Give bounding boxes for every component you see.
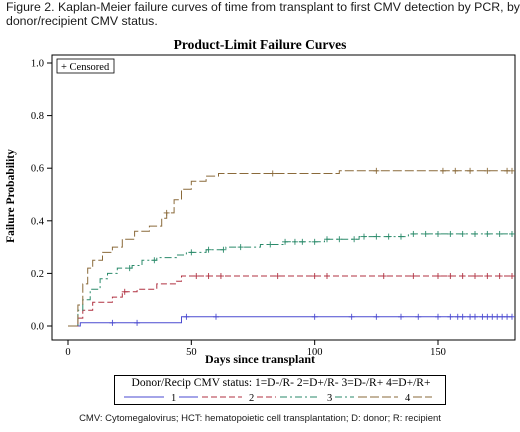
x-axis-label: Days since transplant bbox=[204, 352, 315, 366]
series-3-censor-mark bbox=[237, 244, 244, 251]
series-1-censor-mark bbox=[348, 313, 355, 320]
series-3-line bbox=[68, 233, 512, 327]
series-2-censor-mark bbox=[193, 273, 200, 280]
series-legend: Donor/Recip CMV status: 1=D-/R- 2=D+/R- … bbox=[114, 375, 446, 405]
series-1-censor-mark bbox=[134, 319, 141, 326]
legend-label-4: 4 bbox=[405, 393, 411, 404]
x-tick-label: 100 bbox=[307, 347, 323, 358]
series-1-censor-mark bbox=[373, 313, 380, 320]
series-3-censor-mark bbox=[484, 230, 491, 237]
series-2-censor-mark bbox=[410, 273, 417, 280]
series-2-censor-mark bbox=[459, 273, 466, 280]
series-3-censor-mark bbox=[291, 238, 298, 245]
series-4-censor-mark bbox=[373, 167, 380, 174]
series-3-censor-mark bbox=[373, 233, 380, 240]
legend-label-3: 3 bbox=[327, 393, 332, 404]
series-4-censor-mark bbox=[484, 167, 491, 174]
series-2-line bbox=[68, 275, 512, 327]
x-tick-label: 150 bbox=[430, 347, 446, 358]
series-3-censor-mark bbox=[385, 233, 392, 240]
figure-caption: Figure 2. Kaplan-Meier failure curves of… bbox=[6, 0, 520, 28]
series-3-censor-mark bbox=[361, 233, 367, 240]
x-tick-label: 50 bbox=[186, 347, 197, 358]
series-1-censor-mark bbox=[213, 313, 219, 320]
series-4-censor-mark bbox=[439, 167, 446, 174]
series-4-censor-mark bbox=[163, 209, 170, 216]
series-1-censor-mark bbox=[459, 313, 466, 320]
legend-title: Donor/Recip CMV status: 1=D-/R- 2=D+/R- … bbox=[131, 377, 431, 389]
series-4-censor-mark bbox=[452, 167, 459, 174]
censored-legend: + Censored bbox=[56, 58, 115, 74]
series-3-censor-mark bbox=[151, 257, 158, 264]
series-1-censor-mark bbox=[183, 313, 190, 320]
series-2-censor-mark bbox=[311, 273, 318, 280]
series-4-censor-mark bbox=[269, 170, 276, 177]
plot-frame bbox=[51, 54, 516, 341]
legend-label-1: 1 bbox=[171, 393, 176, 404]
x-tick-label: 0 bbox=[65, 347, 70, 358]
series-3-censor-mark bbox=[267, 241, 274, 248]
y-tick-label: 0.8 bbox=[31, 111, 44, 122]
series-3-censor-mark bbox=[398, 233, 404, 240]
series-3-censor-mark bbox=[509, 230, 515, 237]
series-1-censor-mark bbox=[509, 313, 515, 320]
y-tick-label: 0.0 bbox=[31, 322, 44, 333]
series-4-line bbox=[68, 170, 512, 327]
series-2-censor-mark bbox=[217, 273, 224, 280]
series-4-censor-mark bbox=[509, 167, 515, 174]
series-2-censor-mark bbox=[380, 273, 387, 280]
series-3-censor-mark bbox=[496, 230, 503, 237]
series-3-censor-mark bbox=[447, 230, 454, 237]
series-2-censor-mark bbox=[447, 273, 454, 280]
series-3-censor-mark bbox=[351, 236, 358, 243]
series-3-censor-mark bbox=[299, 238, 306, 245]
y-tick-label: 1.0 bbox=[31, 59, 44, 70]
series-2-censor-mark bbox=[121, 288, 128, 295]
series-3-censor-mark bbox=[422, 230, 429, 237]
series-3-censor-mark bbox=[205, 246, 212, 253]
series-3-censor-mark bbox=[459, 230, 466, 237]
series-4-censor-mark bbox=[467, 167, 474, 174]
series-2-censor-mark bbox=[496, 273, 503, 280]
series-1-censor-mark bbox=[109, 319, 116, 326]
legend-label-2: 2 bbox=[249, 393, 254, 404]
y-tick-label: 0.6 bbox=[31, 164, 44, 175]
series-2-censor-mark bbox=[484, 273, 491, 280]
series-3-censor-mark bbox=[324, 236, 330, 243]
series-2-censor-mark bbox=[274, 273, 281, 280]
series-2-censor-mark bbox=[324, 273, 330, 280]
censored-legend-box bbox=[56, 58, 115, 74]
series-1-censor-mark bbox=[447, 313, 454, 320]
series-3-censor-mark bbox=[311, 238, 318, 245]
series-1-censor-mark bbox=[435, 313, 441, 320]
series-3-censor-mark bbox=[188, 249, 195, 256]
series-1-censor-mark bbox=[311, 313, 318, 320]
series-2-censor-mark bbox=[472, 273, 478, 280]
y-tick-label: 0.4 bbox=[31, 216, 45, 227]
series-3-censor-mark bbox=[282, 238, 289, 245]
series-2-censor-mark bbox=[205, 273, 212, 280]
y-tick-label: 0.2 bbox=[31, 269, 44, 280]
series-3-censor-mark bbox=[220, 246, 227, 253]
series-1-censor-mark bbox=[415, 313, 422, 320]
series-1-censor-mark bbox=[398, 313, 404, 320]
series-2-censor-mark bbox=[509, 273, 515, 280]
series-3-censor-mark bbox=[410, 230, 417, 237]
series-3-censor-mark bbox=[336, 236, 343, 243]
series-3-censor-mark bbox=[435, 230, 441, 237]
series-3-censor-mark bbox=[472, 230, 478, 237]
series-2-censor-mark bbox=[435, 273, 441, 280]
chart-title: Product-Limit Failure Curves bbox=[173, 37, 347, 52]
censored-legend-label: + Censored bbox=[61, 62, 110, 73]
footnote: CMV: Cytomegalovirus; HCT: hematopoietic… bbox=[79, 413, 441, 424]
series-1-censor-mark bbox=[472, 313, 478, 320]
series-1-line bbox=[68, 316, 512, 327]
series-3-censor-mark bbox=[126, 265, 133, 272]
